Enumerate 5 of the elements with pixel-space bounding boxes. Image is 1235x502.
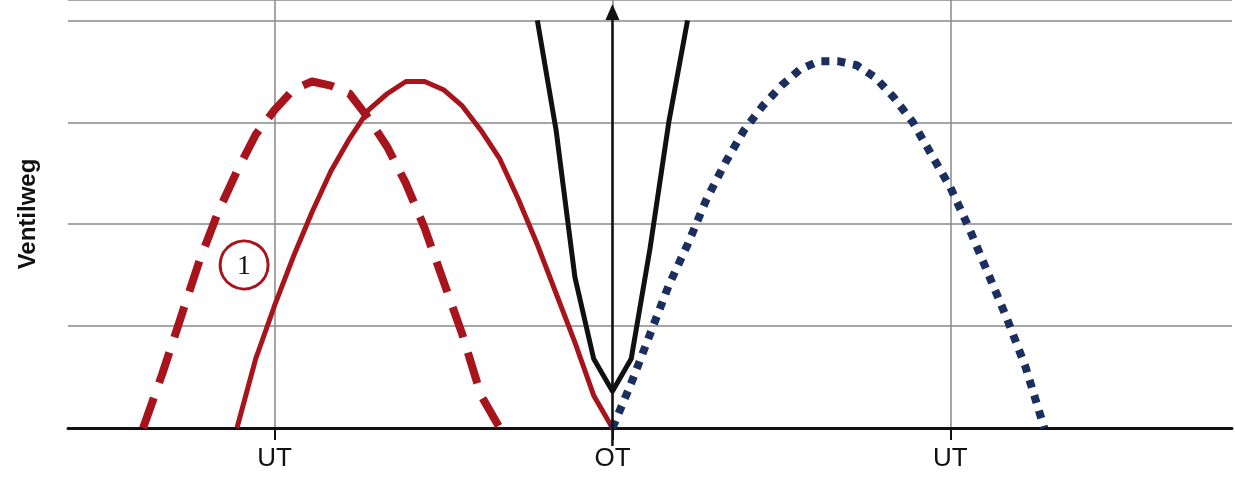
- annotation: 1: [237, 249, 252, 281]
- x-tick-label: UT: [933, 442, 968, 472]
- x-tick-label: OT: [594, 442, 631, 472]
- y-axis-title: Ventilweg: [12, 158, 40, 270]
- x-tick-label: UT: [257, 442, 292, 472]
